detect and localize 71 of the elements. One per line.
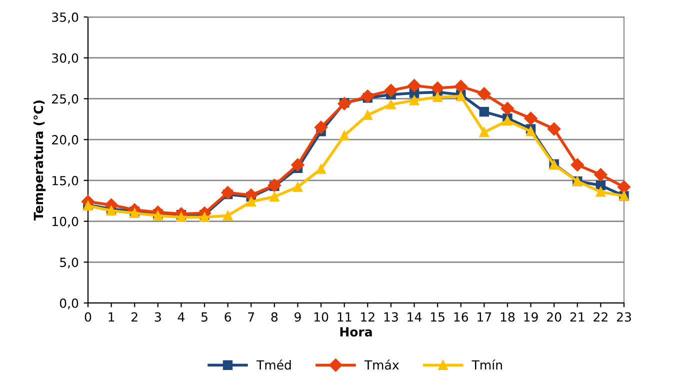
point [386, 100, 396, 110]
point [596, 187, 606, 197]
point [362, 110, 373, 120]
x-tick-label: 3 [154, 312, 161, 322]
x-tick-label: 16 [454, 312, 468, 322]
x-tick-label: 4 [178, 312, 184, 322]
legend-label: Tméd [256, 360, 291, 370]
y-tick-label: 0,0 [60, 298, 78, 310]
legend-label: Tmín [472, 360, 502, 370]
point [339, 130, 350, 140]
point [222, 210, 233, 220]
point [338, 97, 351, 110]
point [292, 182, 303, 192]
point [617, 180, 631, 194]
y-tick-label: 30,0 [52, 53, 78, 64]
x-tick-label: 11 [338, 312, 352, 322]
point [502, 116, 512, 126]
y-tick-label: 20,0 [52, 135, 78, 146]
point [454, 80, 468, 94]
point [594, 168, 608, 182]
point [270, 192, 280, 202]
point [548, 122, 561, 136]
point [479, 127, 490, 138]
point [478, 87, 491, 100]
x-tick-label: 0 [84, 312, 92, 322]
y-tick-label: 15,0 [52, 176, 78, 187]
point [316, 164, 326, 174]
x-tick-label: 22 [594, 312, 608, 322]
x-tick-label: 10 [314, 312, 328, 322]
x-tick-label: 23 [616, 312, 631, 322]
y-tick-label: 25,0 [52, 94, 78, 105]
point [221, 186, 234, 200]
x-tick-label: 17 [478, 312, 492, 322]
point [384, 84, 398, 98]
point [526, 126, 536, 136]
y-axis-title: Temperatura (°C) [34, 100, 46, 220]
x-tick-label: 20 [547, 312, 562, 322]
point [430, 82, 444, 95]
point [409, 95, 420, 106]
legend-label: Tmáx [364, 360, 399, 370]
x-axis-title: Hora [340, 327, 372, 337]
point [200, 212, 210, 222]
point [500, 102, 514, 116]
x-tick-label: 14 [408, 312, 422, 322]
x-tick-label: 7 [248, 312, 254, 322]
point [432, 92, 442, 102]
point [176, 212, 186, 222]
x-tick-label: 18 [500, 312, 515, 322]
point [246, 196, 256, 207]
y-tick-label: 35,0 [52, 12, 78, 24]
x-tick-label: 9 [294, 312, 301, 322]
x-tick-label: 21 [570, 312, 584, 322]
point [479, 106, 490, 117]
x-tick-label: 8 [271, 312, 278, 322]
y-tick-label: 5,0 [60, 258, 78, 268]
x-tick-label: 2 [132, 312, 138, 322]
y-tick-label: 10,0 [52, 216, 78, 228]
x-tick-label: 1 [108, 312, 114, 322]
point [570, 158, 584, 172]
x-tick-label: 12 [361, 312, 374, 322]
x-tick-label: 19 [524, 312, 538, 322]
point [268, 178, 282, 192]
x-tick-label: 13 [384, 312, 398, 322]
point [291, 158, 304, 172]
point [524, 112, 538, 125]
x-tick-label: 15 [430, 312, 444, 322]
x-tick-label: 6 [224, 312, 232, 322]
x-tick-label: 5 [202, 312, 208, 322]
point [314, 120, 328, 134]
point [361, 90, 374, 103]
point [408, 79, 421, 92]
